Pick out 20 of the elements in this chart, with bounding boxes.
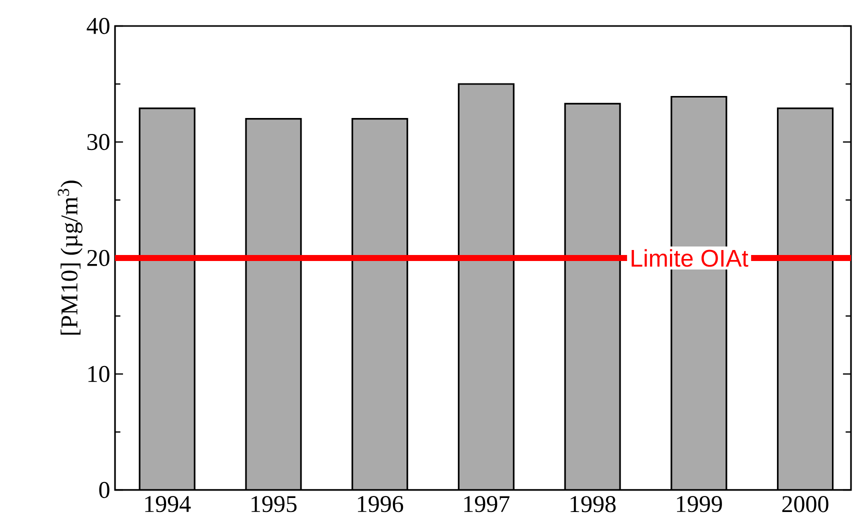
x-tick-label: 1994 (145, 496, 191, 512)
y-tick-label: 40 (86, 18, 110, 34)
bar (352, 118, 408, 490)
y-tick-label: 20 (87, 250, 110, 266)
x-tick-label: 1997 (464, 496, 510, 512)
x-tick-label: 1995 (252, 496, 297, 512)
x-tick-label: 1999 (677, 496, 722, 512)
y-tick-label: 0 (99, 482, 110, 498)
bar (564, 102, 621, 490)
x-tick-label: 2000 (782, 496, 828, 512)
bar (138, 108, 196, 490)
bar (245, 118, 302, 490)
y-tick-label: 30 (87, 134, 110, 150)
y-tick-label: 10 (88, 366, 110, 382)
ref-line-label: Limite OIAt (632, 249, 748, 267)
bar (776, 108, 834, 490)
x-tick-label: 1998 (570, 496, 616, 512)
y-axis-title: [PM10] (µg/m$^{3}$) (58, 180, 82, 335)
bar (458, 83, 514, 490)
x-tick-label: 1996 (358, 496, 404, 512)
